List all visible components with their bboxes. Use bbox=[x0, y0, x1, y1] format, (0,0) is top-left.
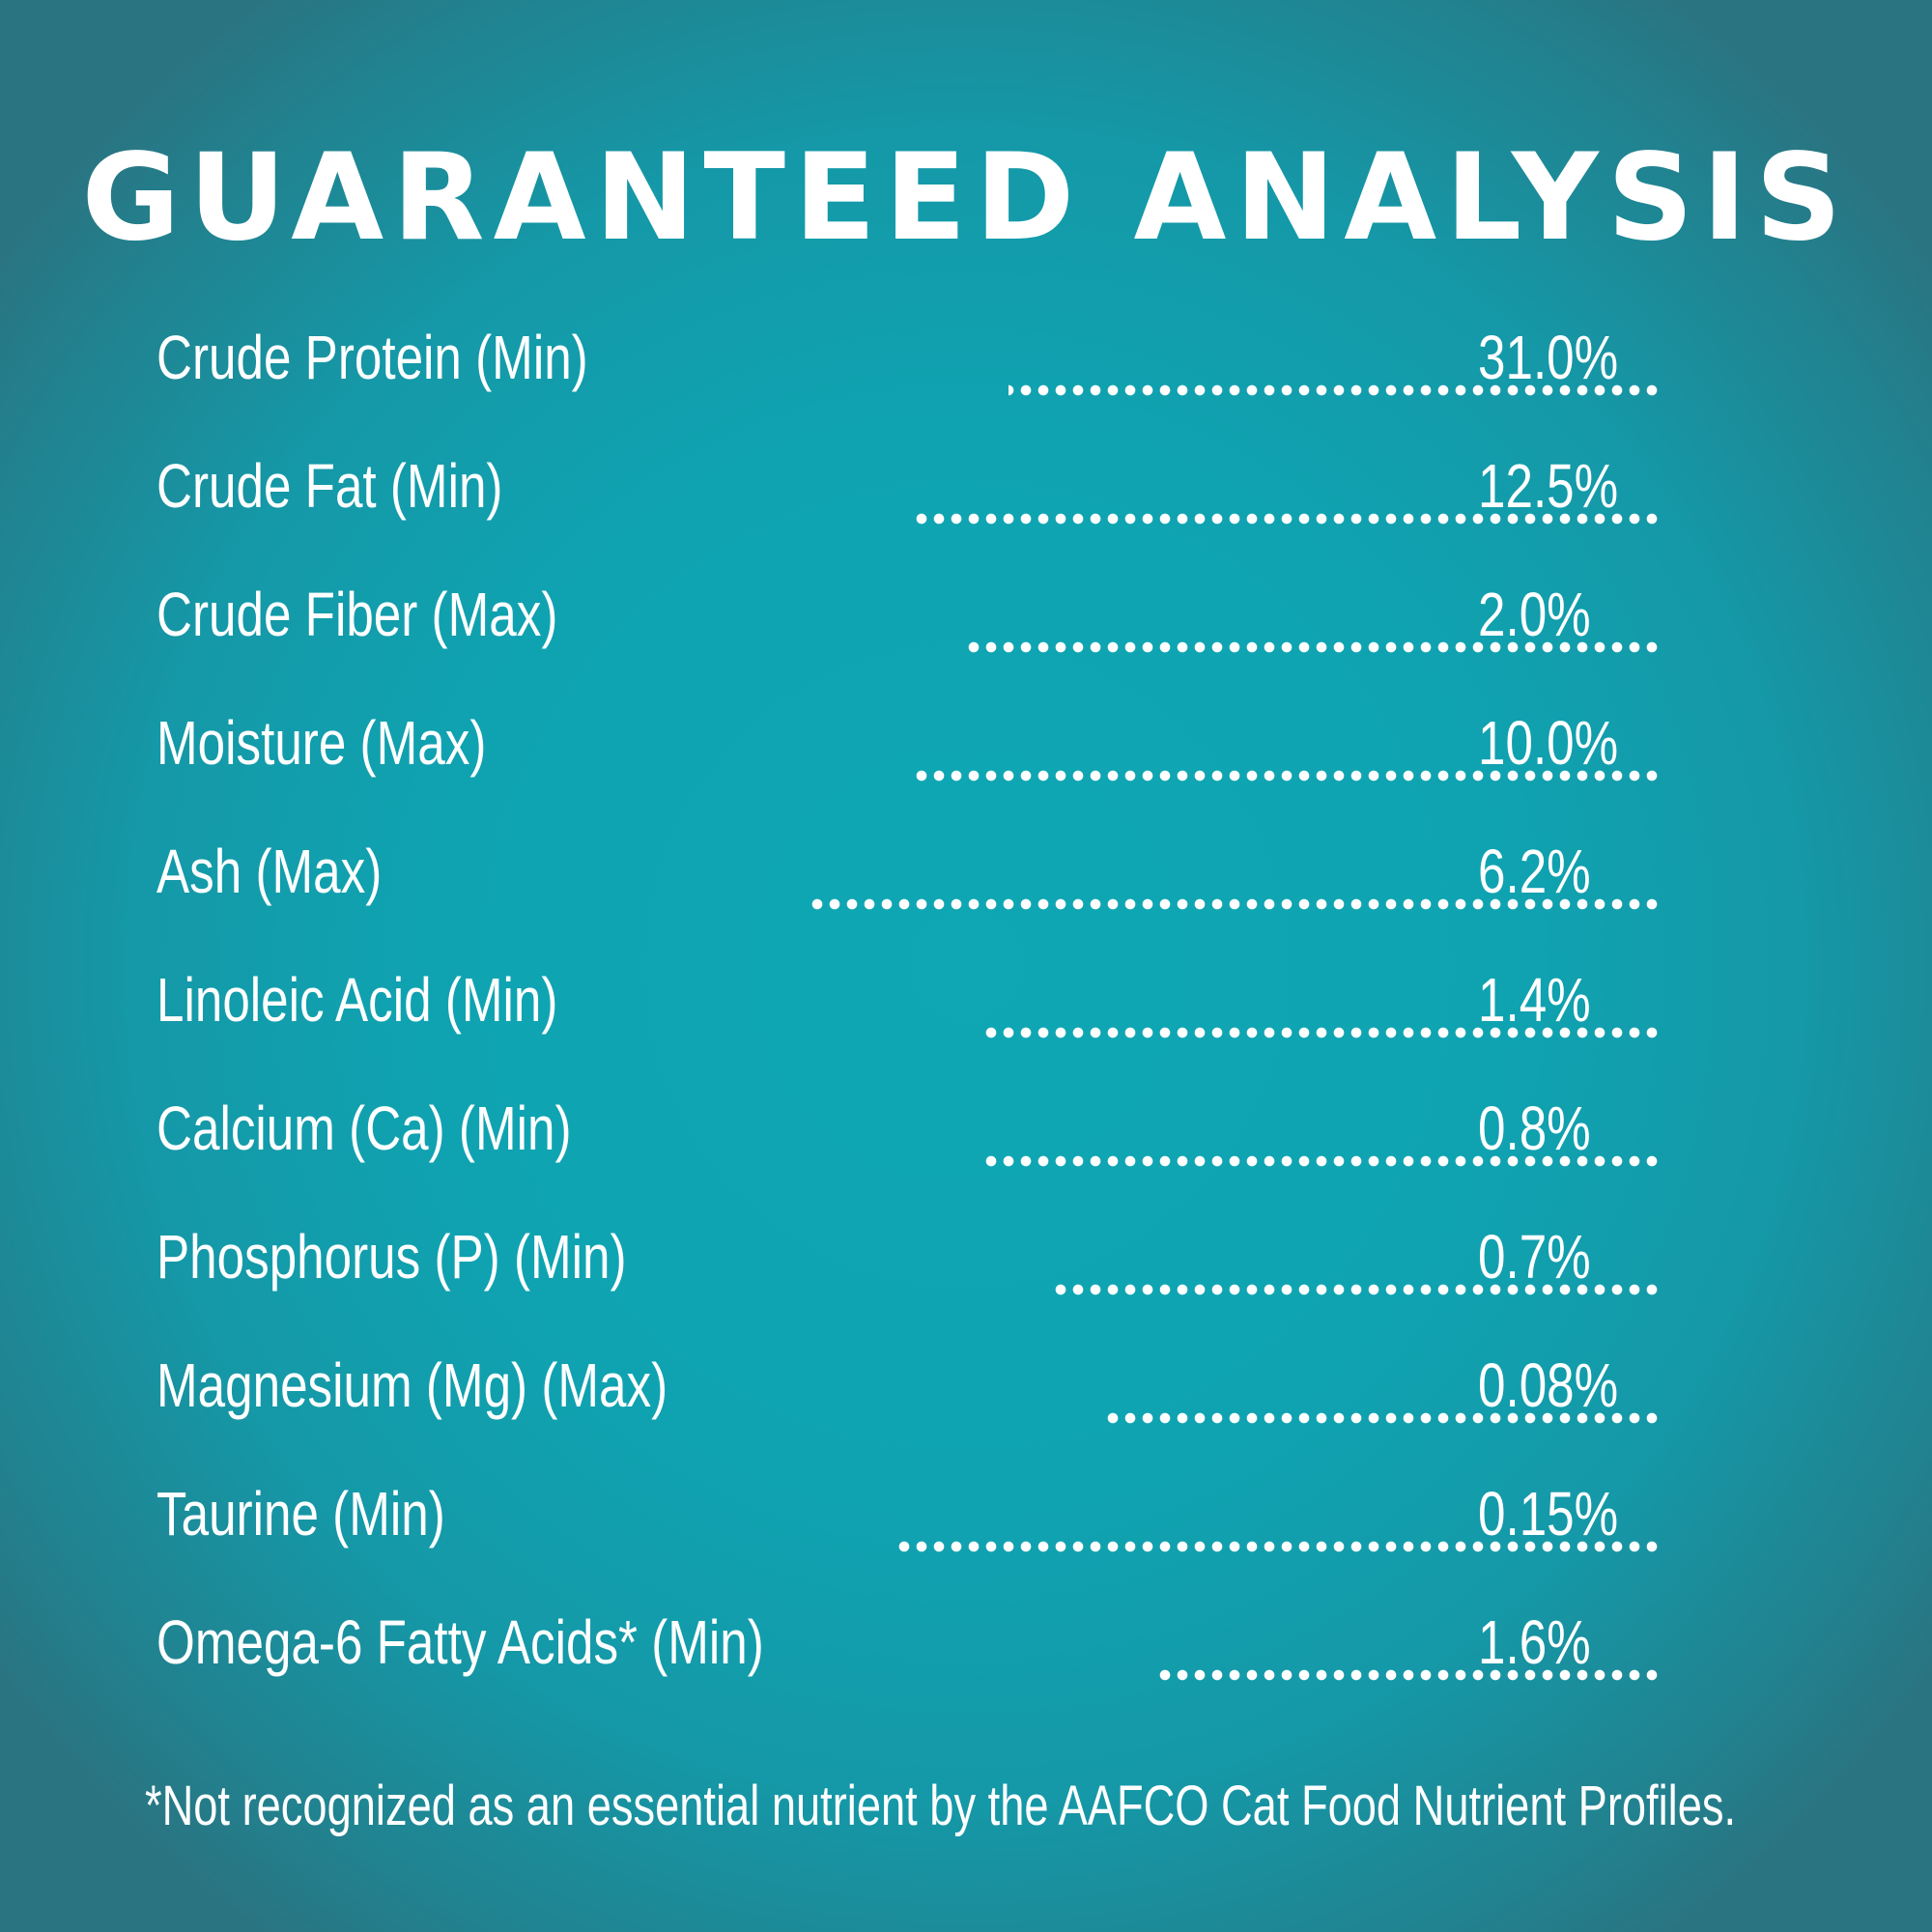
nutrient-value: 31.0% bbox=[1478, 323, 1619, 392]
dot-leader bbox=[985, 1155, 1663, 1167]
nutrient-label: Magnesium (Mg) (Max) bbox=[156, 1350, 668, 1420]
dot-leader bbox=[811, 898, 1663, 910]
nutrient-label: Crude Fiber (Max) bbox=[156, 580, 558, 649]
nutrient-row-linoleic-acid: Linoleic Acid (Min) 1.4% bbox=[156, 940, 1663, 1068]
nutrient-value: 6.2% bbox=[1478, 837, 1591, 906]
dot-leader bbox=[916, 513, 1663, 525]
nutrient-row-calcium: Calcium (Ca) (Min) 0.8% bbox=[156, 1068, 1663, 1197]
dot-leader bbox=[916, 770, 1663, 781]
nutrient-value: 1.4% bbox=[1478, 965, 1591, 1035]
nutrient-value: 0.15% bbox=[1478, 1479, 1619, 1548]
nutrient-row-moisture: Moisture (Max) 10.0% bbox=[156, 683, 1663, 811]
dot-leader bbox=[985, 1027, 1663, 1038]
nutrient-label: Taurine (Min) bbox=[156, 1479, 445, 1548]
nutrient-row-ash: Ash (Max) 6.2% bbox=[156, 811, 1663, 940]
nutrient-row-taurine: Taurine (Min) 0.15% bbox=[156, 1454, 1663, 1582]
nutrient-value: 2.0% bbox=[1478, 580, 1591, 649]
nutrient-label: Linoleic Acid (Min) bbox=[156, 965, 558, 1035]
nutrient-row-crude-protein: Crude Protein (Min) 31.0% bbox=[156, 298, 1663, 426]
nutrient-row-magnesium: Magnesium (Mg) (Max) 0.08% bbox=[156, 1325, 1663, 1454]
nutrient-value: 0.7% bbox=[1478, 1222, 1591, 1292]
nutrient-label: Phosphorus (P) (Min) bbox=[156, 1222, 627, 1292]
nutrient-label: Crude Fat (Min) bbox=[156, 451, 503, 521]
footnote: *Not recognized as an essential nutrient… bbox=[145, 1775, 1737, 1837]
dot-leader bbox=[1009, 384, 1663, 396]
dot-leader bbox=[1055, 1284, 1663, 1295]
nutrient-label: Ash (Max) bbox=[156, 837, 383, 906]
dot-leader bbox=[968, 641, 1663, 653]
dot-leader bbox=[1159, 1669, 1663, 1681]
nutrient-label: Calcium (Ca) (Min) bbox=[156, 1094, 572, 1163]
dot-leader bbox=[1107, 1412, 1663, 1424]
nutrient-label: Omega-6 Fatty Acids* (Min) bbox=[156, 1607, 764, 1677]
nutrient-row-phosphorus: Phosphorus (P) (Min) 0.7% bbox=[156, 1197, 1663, 1325]
nutrient-value: 0.08% bbox=[1478, 1350, 1619, 1420]
nutrient-row-crude-fiber: Crude Fiber (Max) 2.0% bbox=[156, 554, 1663, 683]
nutrient-list: Crude Protein (Min) 31.0% Crude Fat (Min… bbox=[156, 298, 1663, 1711]
nutrient-value: 10.0% bbox=[1478, 708, 1619, 778]
nutrient-value: 1.6% bbox=[1478, 1607, 1591, 1677]
nutrient-label: Moisture (Max) bbox=[156, 708, 487, 778]
nutrient-value: 0.8% bbox=[1478, 1094, 1591, 1163]
page-title: GUARANTEED ANALYSIS bbox=[81, 128, 1851, 268]
nutrient-row-crude-fat: Crude Fat (Min) 12.5% bbox=[156, 426, 1663, 554]
dot-leader bbox=[898, 1541, 1663, 1552]
nutrient-row-omega-6: Omega-6 Fatty Acids* (Min) 1.6% bbox=[156, 1582, 1663, 1711]
nutrient-label: Crude Protein (Min) bbox=[156, 323, 588, 392]
nutrient-value: 12.5% bbox=[1478, 451, 1619, 521]
